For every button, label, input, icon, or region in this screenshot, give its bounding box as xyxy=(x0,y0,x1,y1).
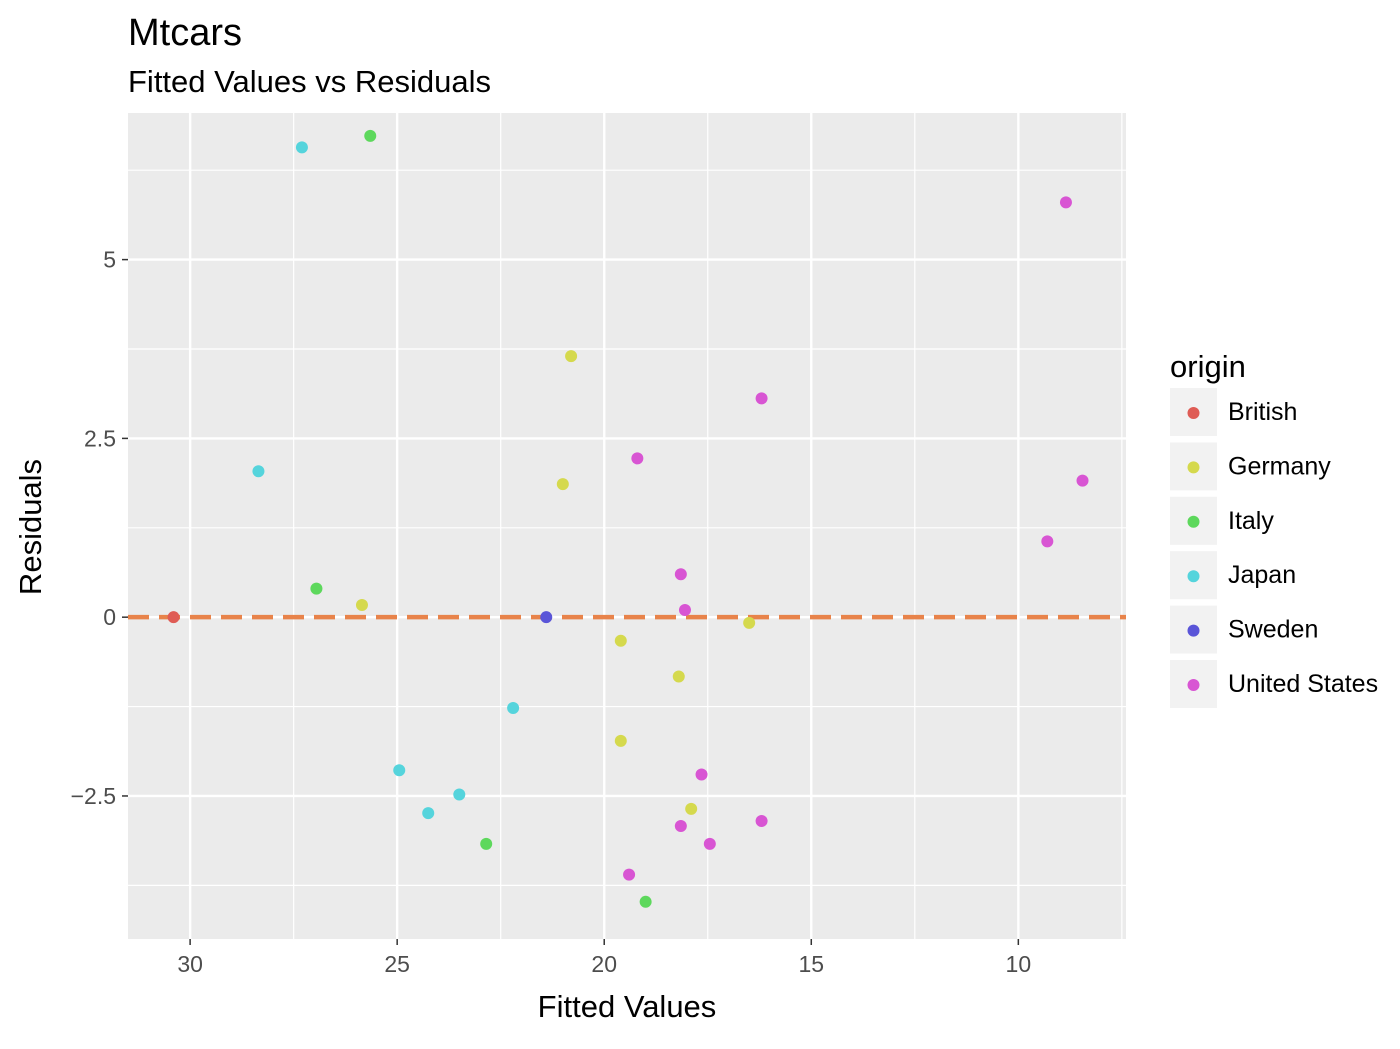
x-tick-label: 20 xyxy=(591,951,617,977)
x-tick-label: 25 xyxy=(384,951,410,977)
data-point xyxy=(480,837,493,850)
y-tick-label: 2.5 xyxy=(84,425,116,451)
legend-label: Italy xyxy=(1228,507,1274,535)
data-point xyxy=(364,129,377,142)
data-point xyxy=(743,616,756,629)
data-point xyxy=(507,702,520,715)
data-point xyxy=(556,478,569,491)
data-point xyxy=(695,768,708,781)
y-axis: 5 2.5 0 −2.5 xyxy=(71,247,128,809)
legend-swatch xyxy=(1187,624,1200,637)
legend-label: Germany xyxy=(1228,452,1331,480)
legend: origin British Germany Italy Japan Sweden Uni… xyxy=(1170,349,1378,708)
chart-title: Mtcars xyxy=(128,12,242,54)
legend-label: United States xyxy=(1228,670,1378,698)
data-points xyxy=(167,129,1089,908)
data-point xyxy=(252,465,265,478)
data-point xyxy=(678,604,691,617)
chart-subtitle: Fitted Values vs Residuals xyxy=(128,64,491,99)
legend-title: origin xyxy=(1170,349,1246,384)
y-tick-label: −2.5 xyxy=(71,783,116,809)
data-point xyxy=(295,141,308,154)
data-point xyxy=(755,392,768,405)
data-point xyxy=(614,734,627,747)
data-point xyxy=(639,895,652,908)
legend-swatch xyxy=(1187,570,1200,583)
data-point xyxy=(310,582,323,595)
legend-swatch xyxy=(1187,515,1200,528)
legend-swatch xyxy=(1187,407,1200,419)
legend-label: Sweden xyxy=(1228,616,1318,644)
data-point xyxy=(614,634,627,647)
data-point xyxy=(755,815,768,827)
x-tick-label: 15 xyxy=(798,951,824,977)
data-point xyxy=(1059,196,1072,209)
data-point xyxy=(685,802,698,815)
data-point xyxy=(355,599,368,612)
data-point xyxy=(393,764,406,777)
x-axis: 30 25 20 15 10 xyxy=(177,939,1031,977)
x-axis-title: Fitted Values xyxy=(538,989,717,1024)
data-point xyxy=(674,820,687,833)
legend-label: British xyxy=(1228,398,1297,426)
minor-gridlines xyxy=(128,113,1126,939)
legend-swatch xyxy=(1187,679,1200,691)
plot-panel xyxy=(128,113,1126,939)
data-point xyxy=(1076,474,1089,487)
y-axis-title: Residuals xyxy=(13,459,48,595)
data-point xyxy=(703,837,716,850)
data-point xyxy=(672,670,685,683)
x-tick-label: 30 xyxy=(177,951,203,977)
legend-label: Japan xyxy=(1228,561,1296,589)
x-tick-label: 10 xyxy=(1006,951,1032,977)
y-tick-label: 5 xyxy=(103,247,116,273)
data-point xyxy=(623,868,636,881)
data-point xyxy=(674,568,687,581)
data-point xyxy=(167,611,180,624)
data-point xyxy=(631,452,644,465)
data-point xyxy=(422,807,435,820)
y-tick-label: 0 xyxy=(103,604,116,630)
data-point xyxy=(540,611,553,624)
data-point xyxy=(1041,535,1054,548)
data-point xyxy=(453,788,466,801)
data-point xyxy=(565,350,578,363)
legend-swatch xyxy=(1187,461,1200,474)
